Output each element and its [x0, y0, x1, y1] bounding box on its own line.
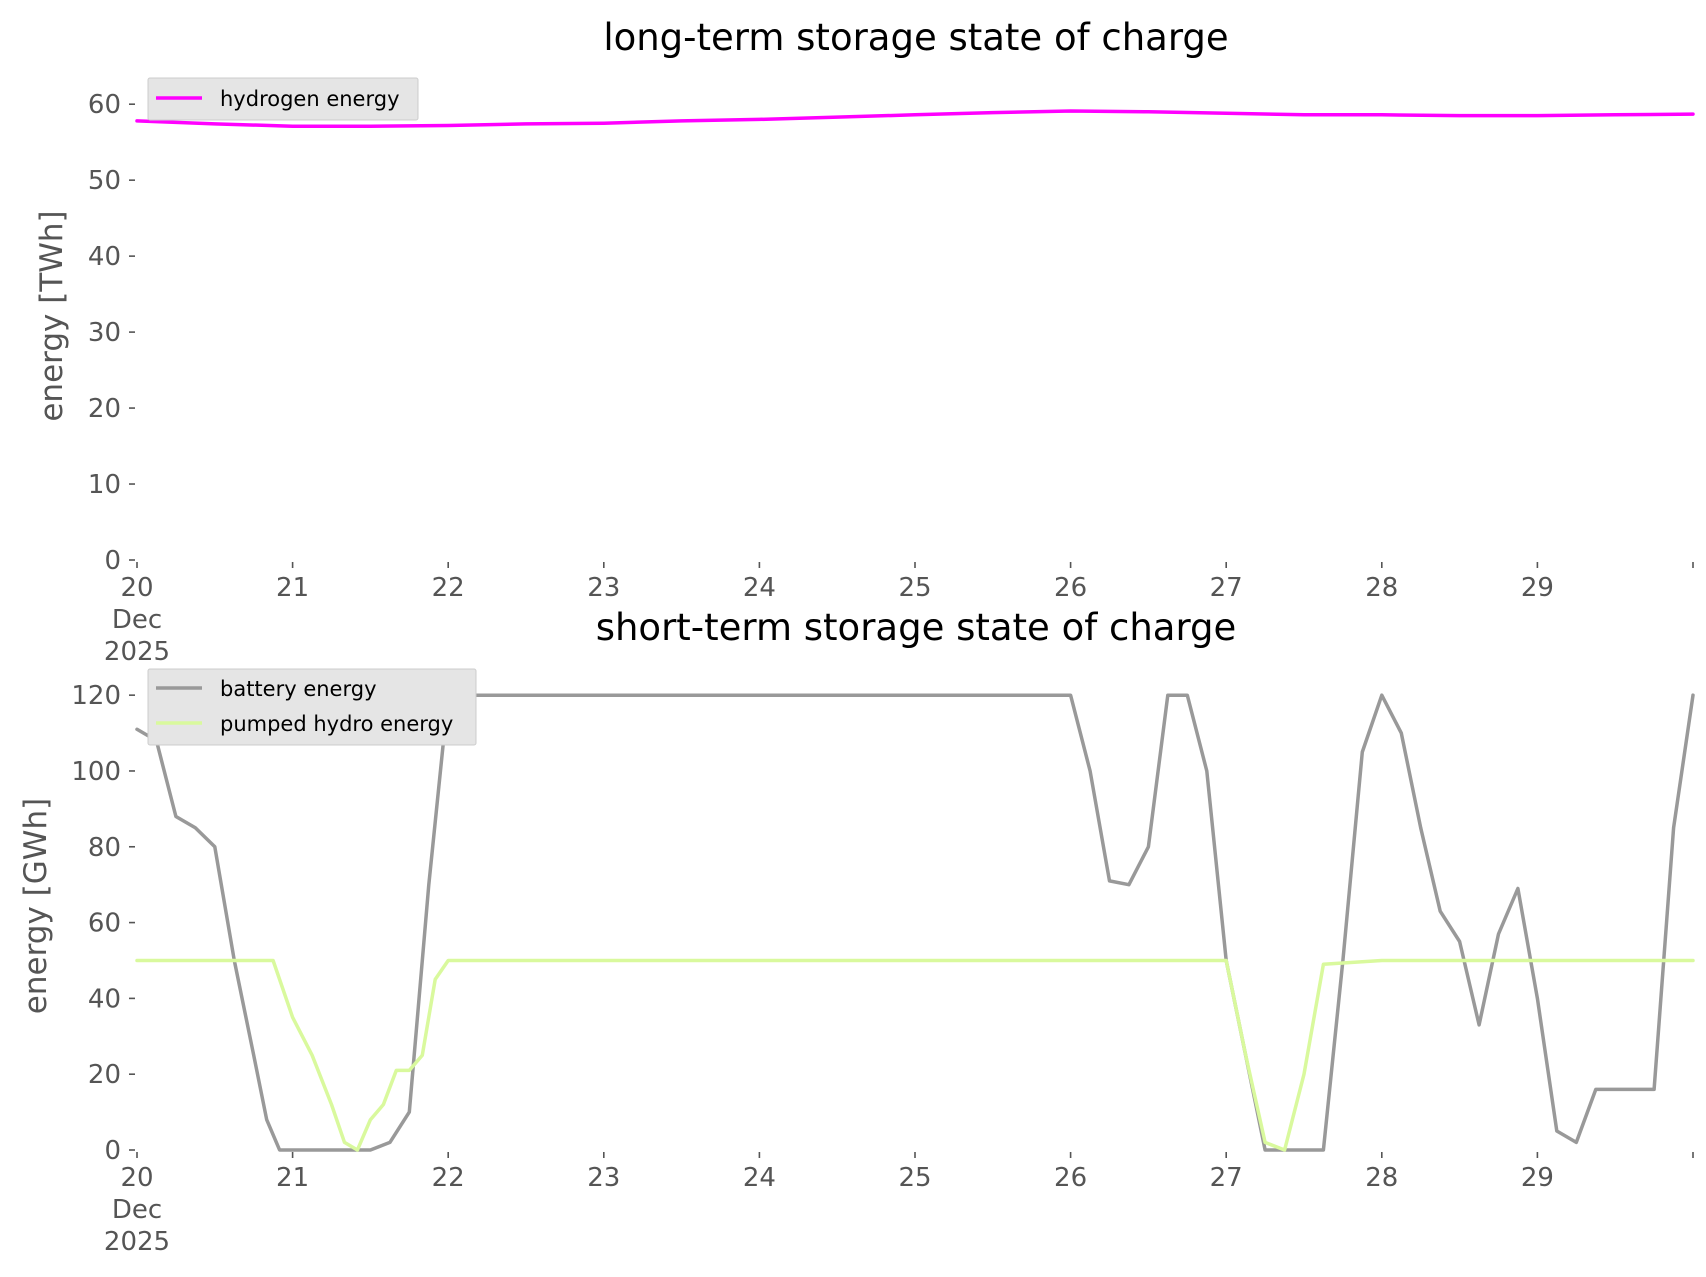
- y-tick-label: 50: [88, 166, 121, 196]
- x-tick-label: 23: [587, 1163, 620, 1193]
- y-tick-label: 40: [88, 242, 121, 272]
- y-tick-label: 60: [88, 909, 121, 939]
- x-tick-label: 24: [743, 573, 776, 603]
- x-tick-label: 22: [432, 573, 465, 603]
- x-tick-label: 21: [276, 1163, 309, 1193]
- legend-label-hydrogen-energy: hydrogen energy: [220, 87, 400, 111]
- legend: hydrogen energy: [147, 77, 419, 121]
- x-tick-label: 26: [1054, 1163, 1087, 1193]
- y-tick-label: 20: [88, 1060, 121, 1090]
- long-term-storage-chart: long-term storage state of charge energy…: [34, 16, 1695, 667]
- x-tick-label: 29: [1521, 573, 1554, 603]
- y-tick-label: 120: [71, 681, 121, 711]
- x-tick-label: 29: [1521, 1163, 1554, 1193]
- series-line-battery-energy: [135, 693, 1695, 1152]
- y-tick-label: 40: [88, 984, 121, 1014]
- y-axis-ticks: 0 20 40 60 80 100 120: [71, 681, 135, 1166]
- x-tick-label: 28: [1365, 573, 1398, 603]
- x-tick-label: 23: [587, 573, 620, 603]
- y-tick-label: 20: [88, 394, 121, 424]
- chart-title: short-term storage state of charge: [596, 606, 1237, 649]
- y-axis-label: energy [GWh]: [18, 798, 54, 1014]
- y-axis-ticks: 0 10 20 30 40 50 60: [88, 90, 135, 576]
- legend: battery energy pumped hydro energy: [147, 668, 477, 746]
- x-tick-label: 2025: [104, 637, 170, 667]
- y-tick-label: 30: [88, 318, 121, 348]
- legend-box: [147, 77, 419, 121]
- x-tick-label: 27: [1210, 1163, 1243, 1193]
- x-tick-label: 25: [898, 1163, 931, 1193]
- x-tick-label: 20: [120, 573, 153, 603]
- y-tick-label: 0: [104, 546, 121, 576]
- x-tick-label: 24: [743, 1163, 776, 1193]
- x-tick-label: 20: [120, 1163, 153, 1193]
- x-tick-label: 2025: [104, 1227, 170, 1257]
- x-tick-label: 26: [1054, 573, 1087, 603]
- x-tick-label: 21: [276, 573, 309, 603]
- y-tick-label: 60: [88, 90, 121, 120]
- x-tick-label: Dec: [112, 1195, 162, 1225]
- y-tick-label: 100: [71, 757, 121, 787]
- chart-title: long-term storage state of charge: [603, 16, 1228, 59]
- series-line-hydrogen-energy: [135, 109, 1695, 128]
- legend-box: [147, 668, 477, 746]
- y-tick-label: 80: [88, 833, 121, 863]
- y-tick-label: 0: [104, 1136, 121, 1166]
- y-tick-label: 10: [88, 470, 121, 500]
- legend-label-battery-energy: battery energy: [220, 677, 377, 701]
- x-tick-label: 22: [432, 1163, 465, 1193]
- x-tick-label: Dec: [112, 605, 162, 635]
- y-axis-label: energy [TWh]: [34, 210, 70, 421]
- series-lines: [135, 109, 1695, 128]
- x-tick-label: 27: [1210, 573, 1243, 603]
- series-line-pumped-hydro-energy: [135, 958, 1695, 1152]
- x-tick-label: 28: [1365, 1163, 1398, 1193]
- legend-label-pumped-hydro-energy: pumped hydro energy: [220, 712, 453, 736]
- short-term-storage-chart: short-term storage state of charge energ…: [18, 606, 1695, 1257]
- x-tick-label: 25: [898, 573, 931, 603]
- series-lines: [135, 693, 1695, 1152]
